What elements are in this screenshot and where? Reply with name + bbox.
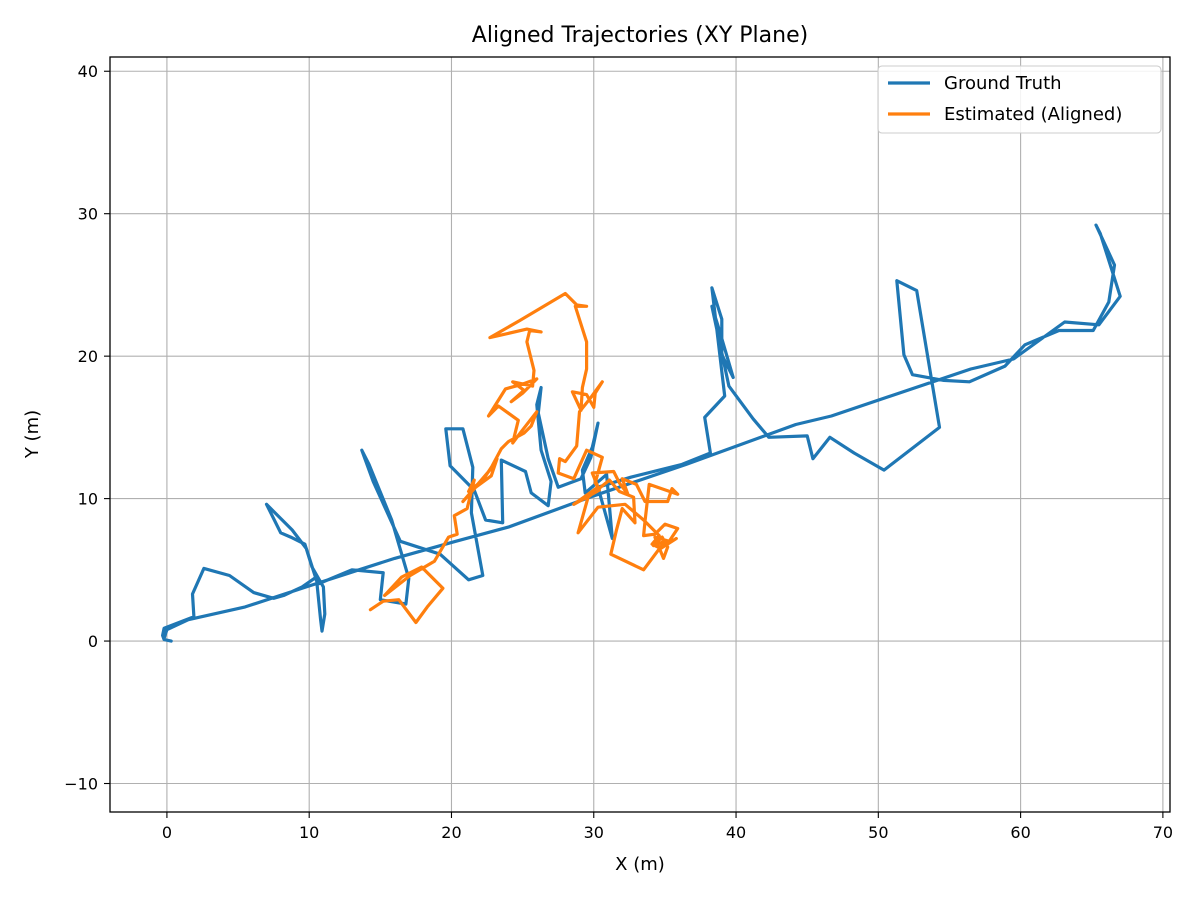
x-tick-label: 40 — [726, 823, 746, 842]
x-tick-label: 20 — [441, 823, 461, 842]
y-axis-label: Y (m) — [22, 410, 43, 459]
legend-label-ground-truth: Ground Truth — [944, 73, 1062, 94]
y-tick-label: 10 — [78, 490, 98, 509]
series-group — [161, 223, 1122, 643]
y-tick-label: 0 — [88, 632, 98, 651]
series-line-estimated — [368, 291, 680, 625]
chart-title: Aligned Trajectories (XY Plane) — [472, 23, 808, 48]
x-tick-label: 0 — [162, 823, 172, 842]
series-line-ground-truth — [161, 223, 1122, 643]
tick-group: 0 10 20 30 40 50 60 70 −10 0 10 20 30 40 — [64, 62, 1173, 842]
plot-frame — [109, 56, 1171, 813]
y-tick-label: 30 — [78, 205, 98, 224]
y-tick-label: 40 — [78, 62, 98, 81]
x-tick-label: 70 — [1153, 823, 1173, 842]
legend-box — [877, 65, 1162, 134]
y-tick-label: −10 — [64, 775, 98, 794]
x-tick-label: 30 — [584, 823, 604, 842]
x-axis-label: X (m) — [615, 854, 665, 875]
legend-label-estimated: Estimated (Aligned) — [944, 104, 1122, 125]
y-tick-label: 20 — [78, 347, 98, 366]
x-tick-label: 50 — [868, 823, 888, 842]
x-tick-label: 60 — [1010, 823, 1030, 842]
x-tick-label: 10 — [299, 823, 319, 842]
legend: Ground Truth Estimated (Aligned) — [877, 65, 1162, 134]
